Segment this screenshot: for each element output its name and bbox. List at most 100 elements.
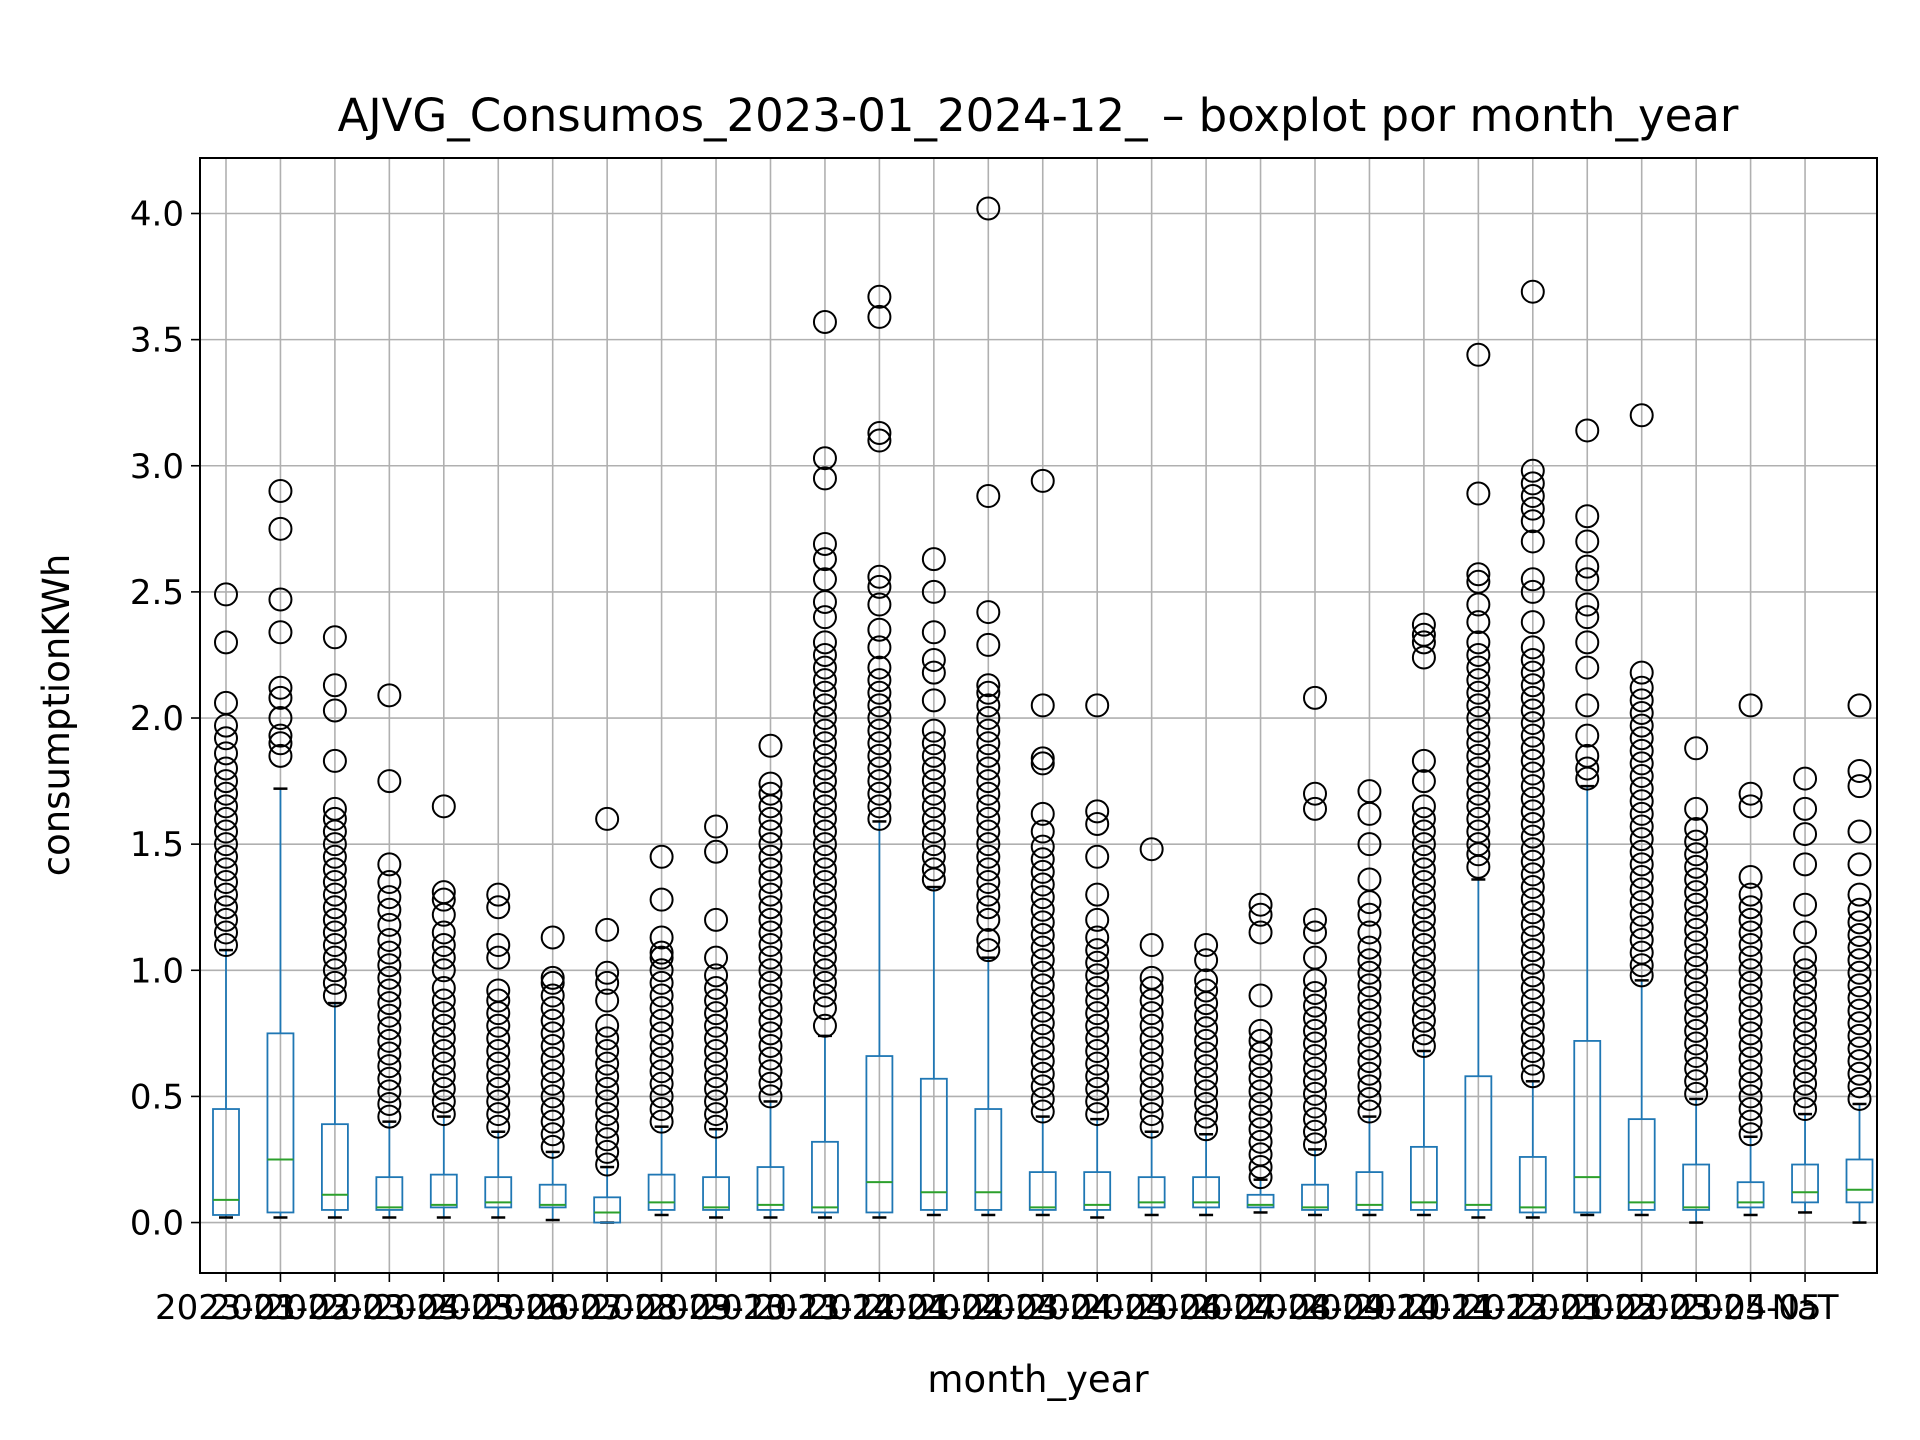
outlier-point (1520, 529, 1545, 554)
outlier-point (540, 983, 565, 1008)
outlier-point (649, 1046, 674, 1071)
outlier-point (1575, 693, 1600, 718)
outlier-point (1030, 885, 1055, 910)
outlier-point (812, 309, 837, 334)
iqr-box (1192, 1176, 1220, 1209)
x-tick-label: 2023-07 (482, 1288, 624, 1328)
outlier-point (1303, 945, 1327, 970)
outlier-point (1520, 837, 1545, 862)
outlier-point (867, 693, 892, 718)
outlier-point (1357, 867, 1382, 892)
outlier-point (649, 945, 674, 970)
outlier-point (1030, 819, 1055, 844)
outlier-point (1793, 1008, 1818, 1033)
outlier-point (867, 617, 892, 642)
outlier-point (1520, 963, 1545, 988)
box-2024-12 (1464, 342, 1493, 1219)
outlier-point (1248, 1129, 1273, 1154)
outlier-point (1847, 1023, 1872, 1048)
outlier-point (1194, 1091, 1219, 1116)
outlier-point (1030, 960, 1055, 985)
outlier-point (758, 806, 783, 831)
outlier-point (704, 814, 729, 839)
outlier-point (1303, 1094, 1327, 1119)
outlier-point (1466, 481, 1491, 506)
outlier-point (921, 579, 946, 604)
outlier-point (1303, 1081, 1327, 1106)
outlier-point (1411, 612, 1436, 637)
iqr-box (593, 1196, 622, 1224)
outlier-point (268, 587, 293, 612)
outlier-point (976, 196, 1001, 221)
outlier-point (1520, 567, 1545, 592)
outlier-point (1303, 993, 1327, 1018)
x-tick-label: 2024-08 (1190, 1288, 1332, 1328)
outlier-point (1194, 1117, 1219, 1142)
outlier-point (377, 991, 402, 1016)
outlier-point (921, 756, 946, 781)
box-2024-02 (919, 547, 948, 1217)
x-tick-label: 2023-03 (264, 1288, 406, 1328)
outlier-point (1738, 1033, 1763, 1058)
outlier-point (1847, 986, 1872, 1011)
outlier-point (1684, 1056, 1709, 1081)
box-2024-06 (1137, 837, 1166, 1217)
outlier-point (1139, 1026, 1164, 1051)
outlier-point (486, 1076, 511, 1101)
outlier-point (540, 965, 565, 990)
outlier-point (704, 1039, 729, 1064)
outlier-point (1575, 592, 1600, 617)
iqr-box (1791, 1163, 1819, 1204)
outlier-point (1248, 1018, 1273, 1043)
outlier-point (1575, 418, 1600, 443)
outlier-point (976, 806, 1001, 831)
outlier-point (1357, 1099, 1382, 1124)
outlier-point (1030, 910, 1055, 935)
outlier-point (431, 1064, 456, 1089)
outlier-point (976, 882, 1001, 907)
outlier-point (268, 723, 293, 748)
outlier-point (1030, 847, 1055, 872)
outlier-point (540, 1109, 565, 1134)
x-tick-label: 2024-06 (1081, 1288, 1223, 1328)
outlier-point (1520, 660, 1545, 685)
iqr-box (1083, 1171, 1112, 1211)
outlier-point (1684, 829, 1709, 854)
outlier-point (1411, 1008, 1436, 1033)
outlier-point (867, 743, 892, 768)
outlier-point (1847, 819, 1872, 844)
outlier-point (1411, 869, 1436, 894)
outlier-point (214, 630, 238, 655)
outlier-point (1520, 811, 1545, 836)
outlier-point (867, 592, 892, 617)
outlier-point (812, 655, 837, 680)
outlier-point (812, 731, 837, 756)
outlier-point (1085, 988, 1110, 1013)
outlier-point (976, 693, 1001, 718)
outlier-point (976, 600, 1001, 625)
outlier-point (704, 963, 729, 988)
outlier-point (1793, 766, 1818, 791)
outlier-point (1357, 935, 1382, 960)
outlier-point (921, 648, 946, 673)
outlier-point (377, 940, 402, 965)
outlier-point (812, 769, 837, 794)
outlier-point (921, 660, 946, 685)
outlier-point (1738, 1071, 1763, 1096)
outlier-point (214, 832, 238, 857)
outlier-point (1847, 1086, 1872, 1111)
outlier-point (812, 668, 837, 693)
outlier-point (1411, 996, 1436, 1021)
outlier-point (595, 1039, 620, 1064)
outlier-point (1139, 837, 1164, 862)
box-2024-08 (1246, 892, 1275, 1214)
outlier-point (1466, 769, 1491, 794)
iqr-box (974, 1108, 1003, 1211)
outlier-point (377, 912, 402, 937)
outlier-point (1194, 1104, 1219, 1129)
outlier-point (812, 567, 837, 592)
box-2023-05 (429, 794, 458, 1219)
iqr-box (1301, 1183, 1329, 1211)
outlier-point (322, 844, 347, 869)
outlier-point (976, 718, 1001, 743)
